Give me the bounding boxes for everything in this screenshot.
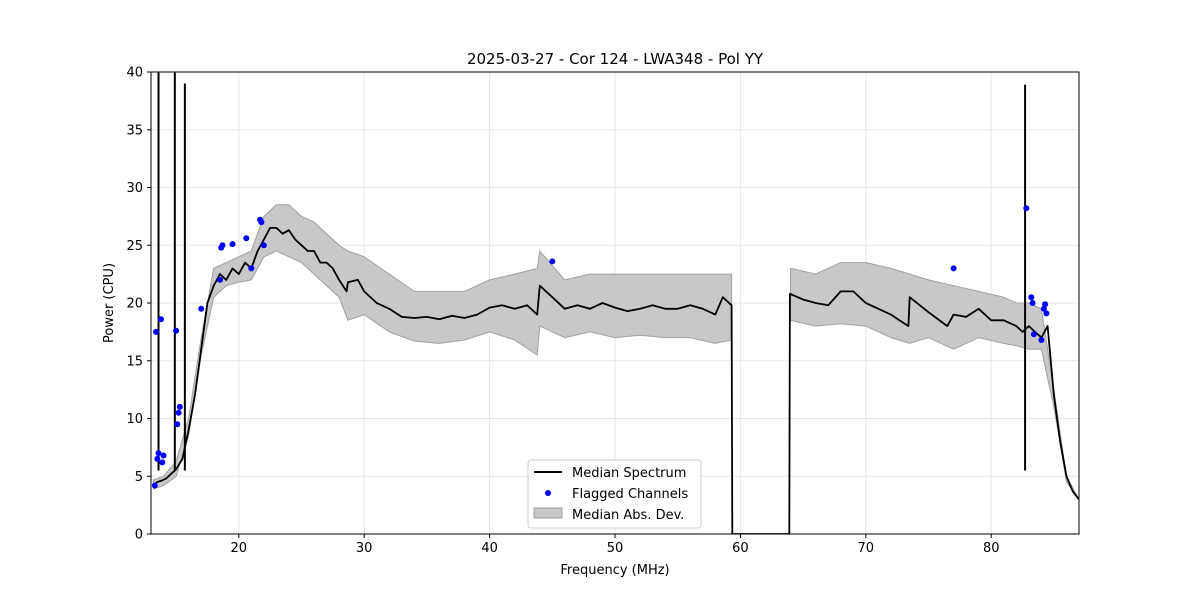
flagged-channel-point — [159, 459, 166, 466]
x-axis-ticks: 20 30 40 50 60 70 80 — [231, 534, 1000, 556]
y-axis-label: Power (CPU) — [102, 263, 117, 343]
y-tick-label: 25 — [126, 239, 143, 254]
flagged-channel-point — [1040, 305, 1047, 312]
flagged-channel-point — [175, 409, 182, 416]
x-tick-label: 30 — [356, 541, 373, 556]
flagged-channel-point — [173, 327, 180, 334]
flagged-channel-point — [1029, 300, 1036, 306]
flagged-channel-point — [1023, 205, 1030, 212]
flagged-channel-point — [153, 328, 159, 335]
y-tick-label: 20 — [126, 297, 143, 312]
flagged-channel-point — [1043, 310, 1050, 317]
flagged-channel-point — [229, 241, 236, 248]
legend-median-label: Median Spectrum — [572, 466, 686, 481]
flagged-channel-point — [248, 265, 255, 272]
flagged-channel-point — [950, 265, 957, 272]
legend-mad-swatch — [533, 507, 563, 519]
flagged-channel-point — [243, 235, 250, 242]
y-tick-label: 30 — [126, 181, 143, 196]
x-tick-label: 80 — [983, 541, 1000, 556]
flagged-channel-point — [198, 305, 205, 312]
median-line-layer — [152, 72, 1079, 534]
flagged-channel-point — [176, 403, 183, 410]
y-tick-label: 0 — [135, 528, 143, 543]
flagged-channel-point — [155, 450, 162, 457]
y-tick-label: 10 — [126, 412, 143, 427]
x-tick-label: 70 — [858, 541, 875, 556]
legend: Median Spectrum Flagged Channels Median … — [527, 459, 702, 529]
flagged-channel-point — [219, 242, 226, 249]
flagged-channel-point — [260, 242, 267, 249]
flagged-channel-point — [258, 219, 265, 226]
flagged-channel-point — [1042, 301, 1049, 308]
legend-box — [527, 459, 702, 529]
flagged-channel-point — [154, 455, 161, 462]
y-tick-label: 40 — [126, 66, 143, 81]
chart-title: 2025-03-27 - Cor 124 - LWA348 - Pol YY — [467, 50, 764, 68]
flagged-channel-point — [217, 276, 223, 283]
y-tick-label: 15 — [126, 354, 143, 369]
legend-mad-label: Median Abs. Dev. — [572, 508, 684, 523]
median-spectrum-line — [152, 227, 1079, 534]
x-axis-label: Frequency (MHz) — [560, 563, 669, 578]
y-axis-ticks: 0 5 10 15 20 25 30 35 40 — [126, 66, 151, 543]
x-tick-label: 60 — [732, 541, 749, 556]
y-tick-label: 5 — [135, 470, 143, 485]
x-tick-label: 20 — [231, 541, 248, 556]
flagged-channel-point — [1028, 294, 1035, 301]
flagged-channel-point — [1038, 337, 1045, 343]
x-tick-label: 50 — [607, 541, 624, 556]
flagged-channel-point — [151, 482, 158, 489]
y-tick-label: 35 — [126, 123, 143, 138]
flagged-channel-point — [174, 421, 181, 428]
legend-flagged-label: Flagged Channels — [572, 487, 688, 502]
legend-flagged-swatch — [545, 490, 551, 496]
flagged-channel-point — [158, 316, 164, 323]
flagged-channel-point — [160, 452, 167, 459]
flagged-channel-point — [1030, 331, 1037, 338]
flagged-channel-point — [549, 258, 556, 265]
flagged-points-layer — [151, 205, 1050, 489]
x-tick-label: 40 — [481, 541, 498, 556]
